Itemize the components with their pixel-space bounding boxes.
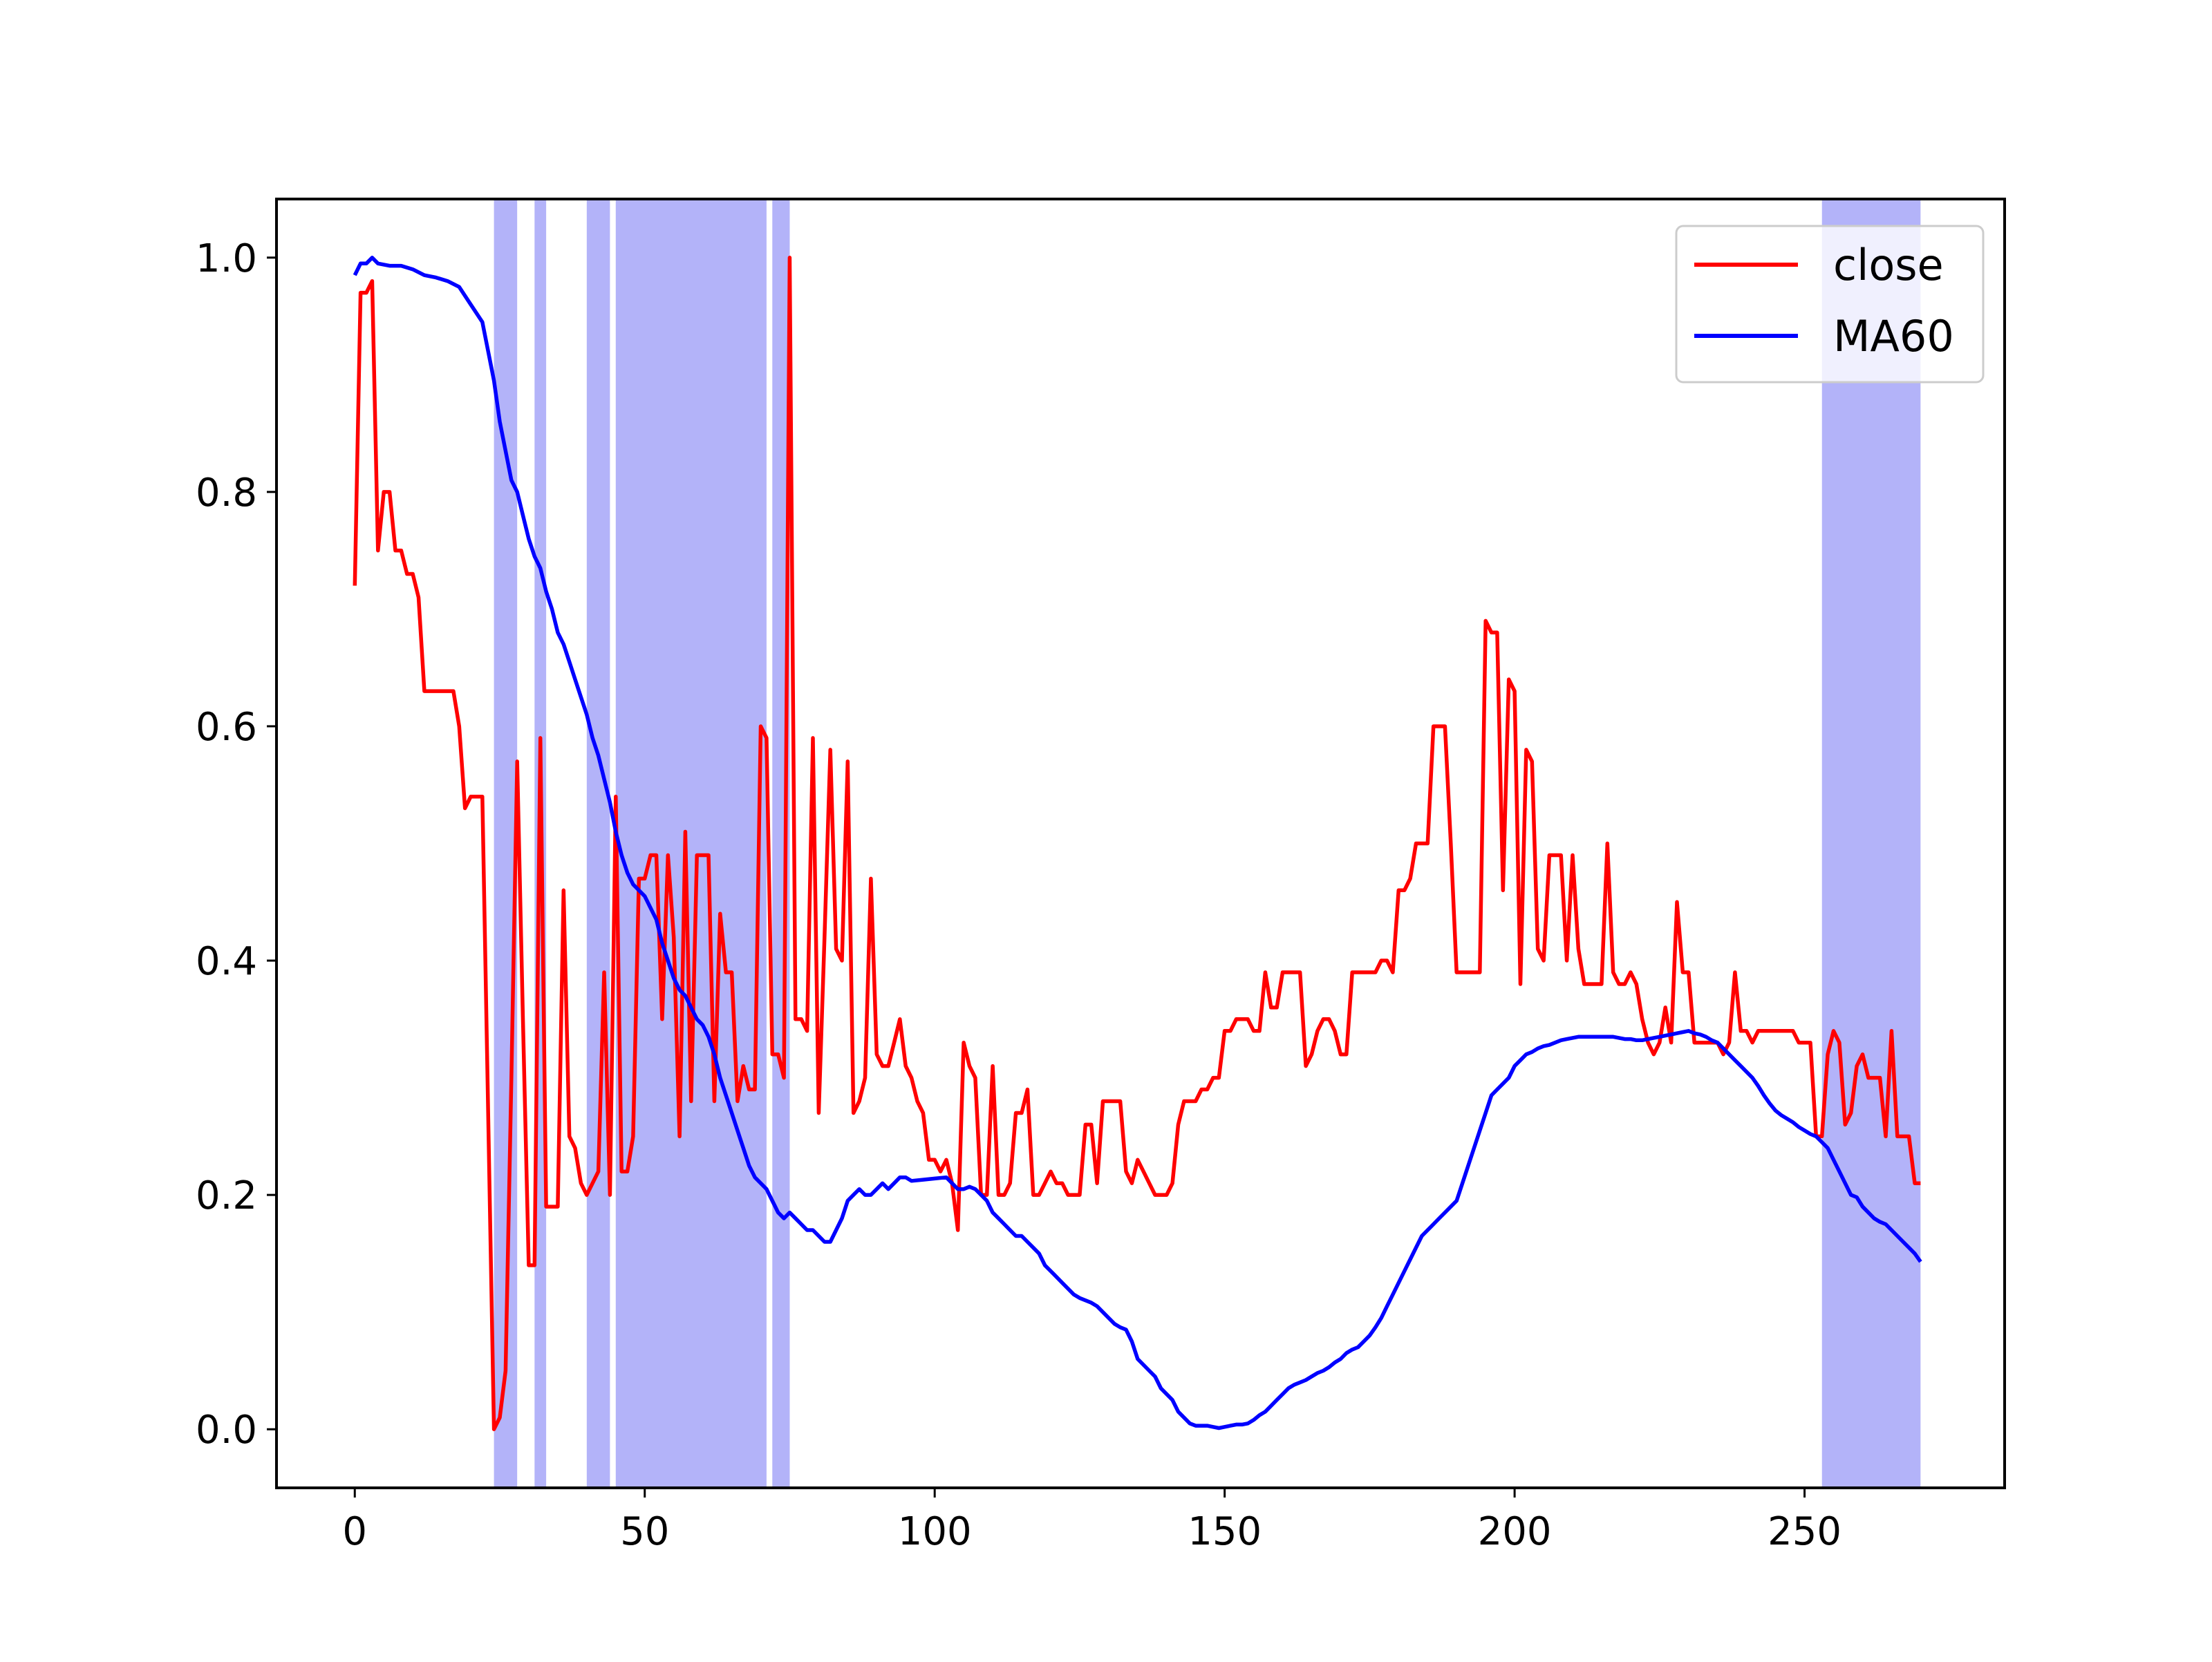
y-tick-label: 0.2 — [196, 1173, 257, 1218]
y-axis: 0.0 0.2 0.4 0.6 0.8 1.0 — [196, 236, 276, 1453]
shaded-span-3 — [615, 199, 767, 1488]
shaded-span-2 — [586, 199, 610, 1488]
shaded-span-5 — [1821, 199, 1921, 1488]
y-tick-label: 0.8 — [196, 471, 257, 516]
x-tick-label: 0 — [342, 1509, 367, 1554]
x-axis: 0 50 100 150 200 250 — [342, 1488, 1841, 1554]
legend: close MA60 — [1675, 225, 1985, 384]
plot-frame — [275, 198, 2006, 1489]
y-tick-label: 0.0 — [196, 1408, 257, 1453]
x-tick-label: 200 — [1478, 1509, 1552, 1554]
series-line-close — [353, 256, 1921, 1431]
shaded-spans — [494, 199, 1921, 1488]
legend-label-close: close — [1833, 240, 1944, 290]
x-tick-label: 250 — [1768, 1509, 1841, 1554]
y-tick-label: 1.0 — [196, 236, 257, 281]
x-tick-label: 100 — [898, 1509, 972, 1554]
x-tick-label: 150 — [1188, 1509, 1262, 1554]
legend-label-ma60: MA60 — [1833, 311, 1954, 361]
series-line-ma60 — [353, 256, 1922, 1430]
x-tick-label: 50 — [620, 1509, 669, 1554]
y-tick-label: 0.6 — [196, 705, 257, 750]
series-lines — [353, 256, 1922, 1431]
y-tick-label: 0.4 — [196, 939, 257, 984]
